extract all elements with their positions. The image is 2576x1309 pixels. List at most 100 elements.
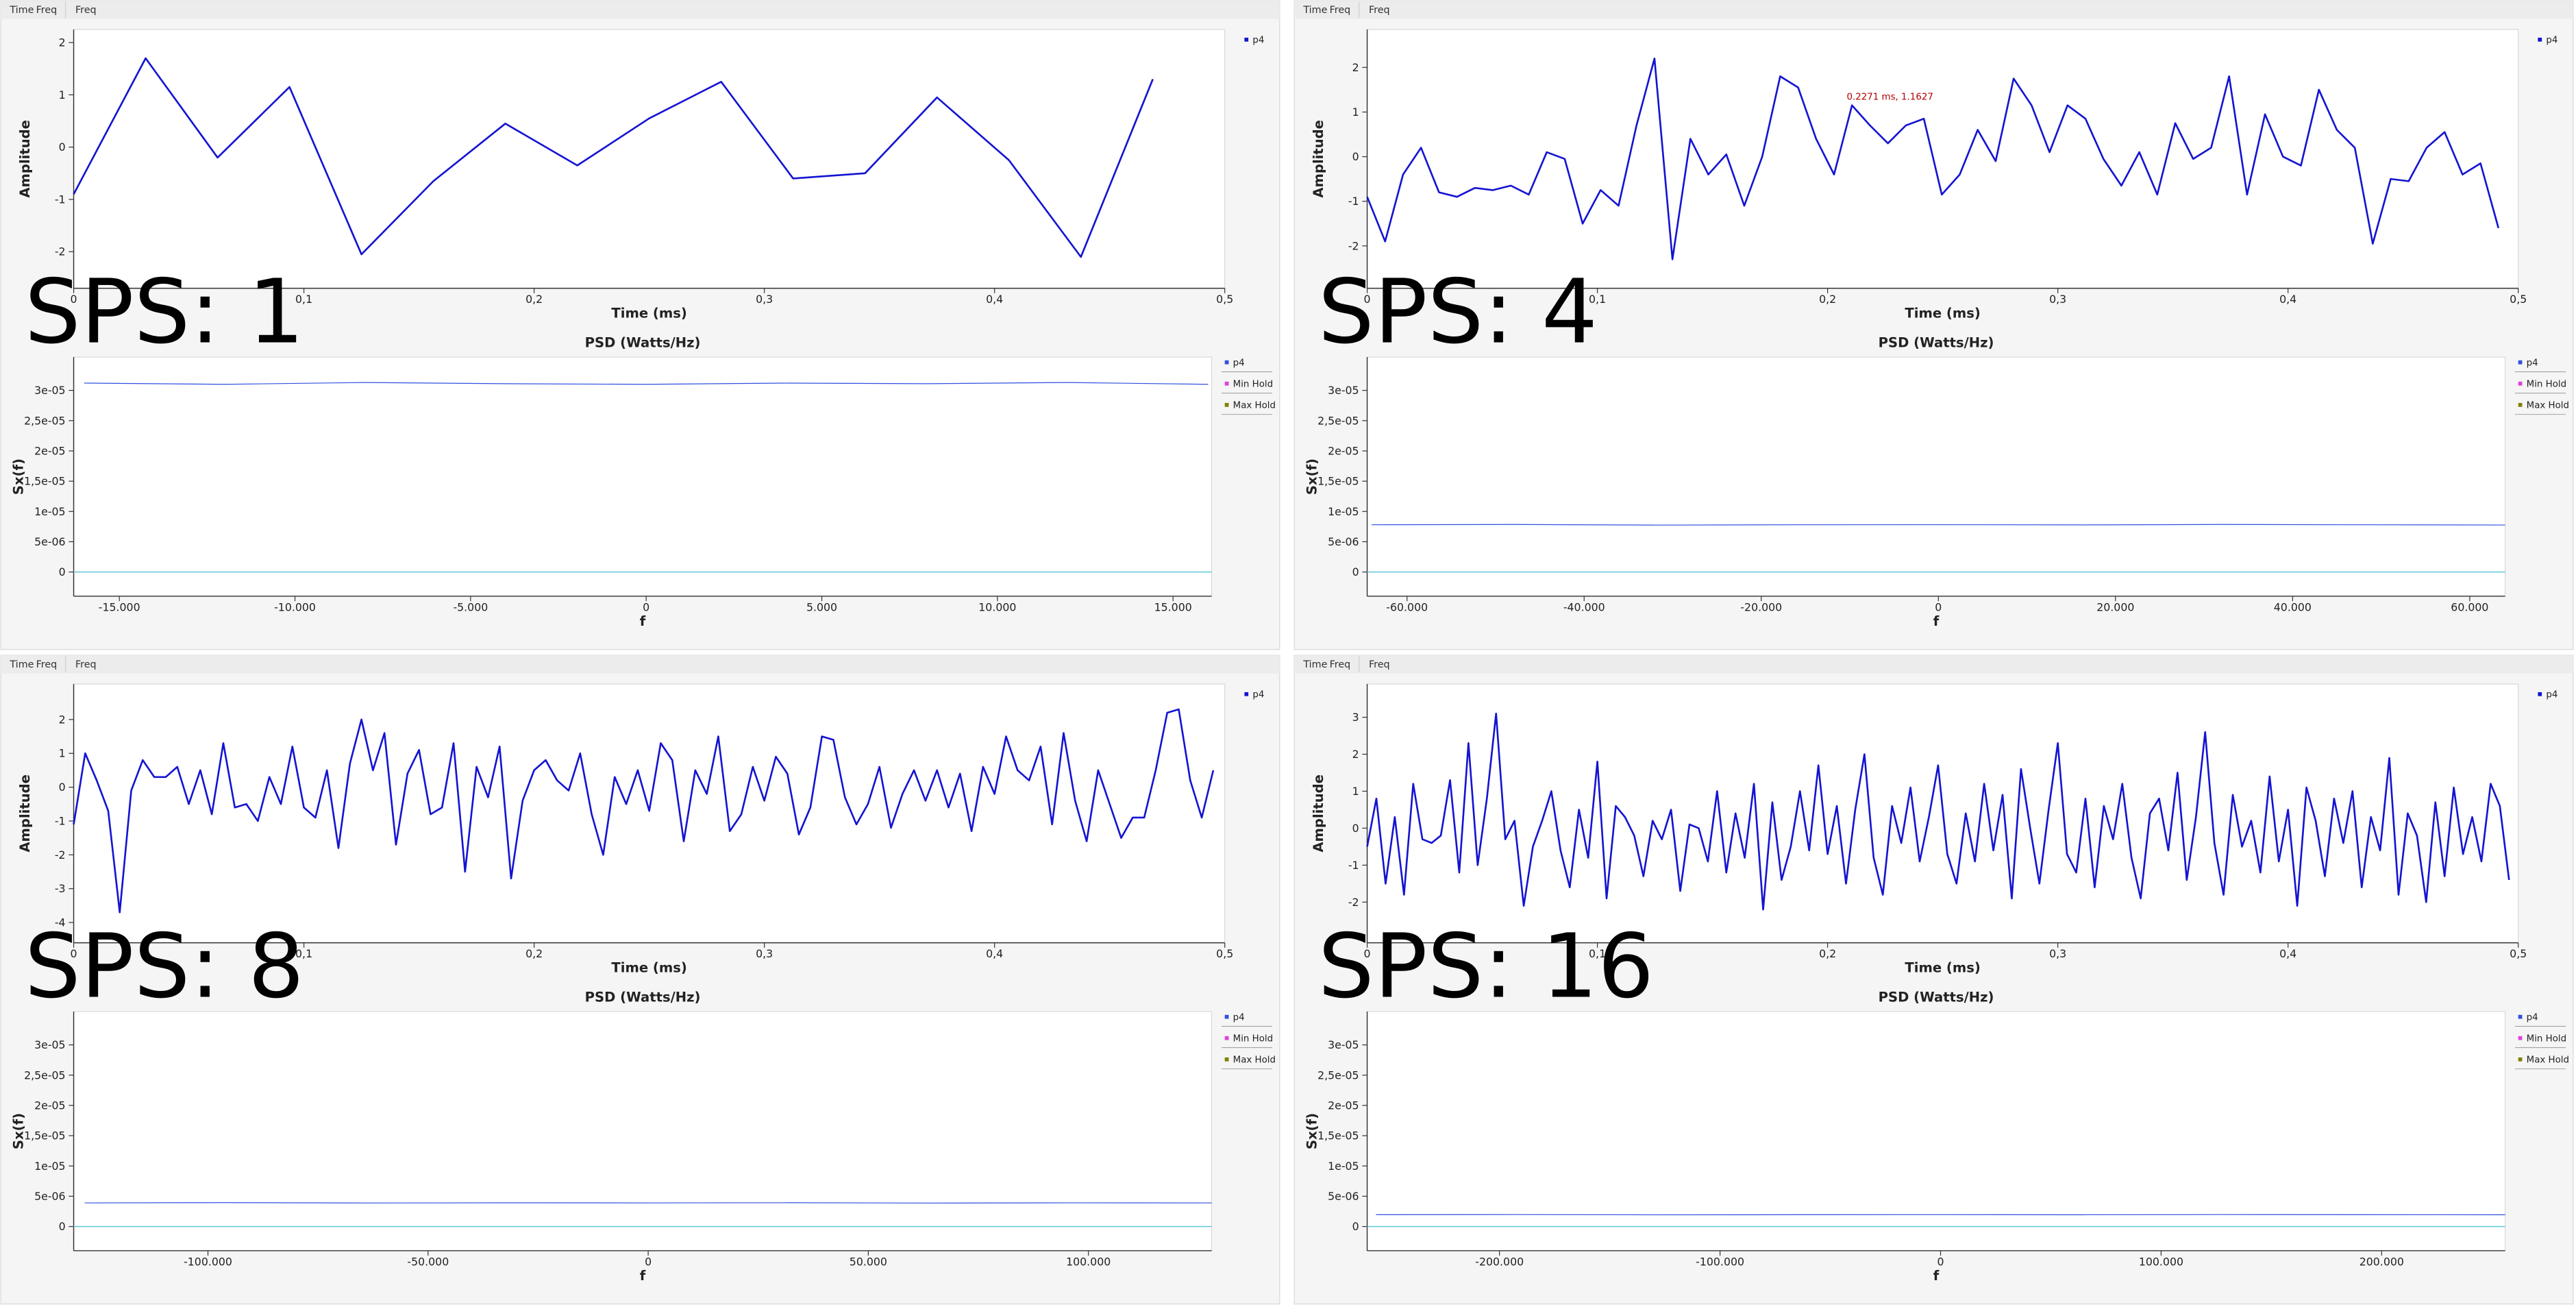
tab[interactable]: Time bbox=[1302, 659, 1327, 670]
legend-swatch bbox=[1224, 360, 1229, 365]
series-line bbox=[1372, 524, 2505, 526]
x-tick-label: 0 bbox=[645, 1255, 652, 1268]
y-tick-label: 0 bbox=[59, 781, 66, 794]
x-tick-label: -20.000 bbox=[1740, 600, 1782, 613]
x-axis-title: Time (ms) bbox=[611, 306, 687, 321]
plot-area bbox=[1366, 1011, 2506, 1251]
x-tick-label: 0 bbox=[1364, 947, 1371, 960]
legend-label: p4 bbox=[2546, 36, 2558, 46]
chart-title: PSD (Watts/Hz) bbox=[1879, 335, 1994, 351]
x-tick-label: 0,3 bbox=[756, 293, 773, 306]
x-tick-label: -100.000 bbox=[184, 1255, 232, 1268]
legend-swatch bbox=[2518, 381, 2523, 386]
y-tick-label: 1,5e-05 bbox=[24, 475, 66, 488]
legend-swatch bbox=[1224, 402, 1229, 407]
tab[interactable]: Freq bbox=[75, 5, 97, 16]
tab[interactable]: Freq bbox=[1330, 5, 1351, 16]
x-tick-label: 0 bbox=[71, 947, 77, 960]
y-tick-label: -3 bbox=[55, 882, 66, 895]
x-tick-label: 0,5 bbox=[2510, 947, 2527, 960]
y-axis-title: Amplitude bbox=[1311, 120, 1326, 198]
x-tick-label: 200.000 bbox=[2360, 1255, 2404, 1268]
legend-label: Min Hold bbox=[2527, 1034, 2566, 1044]
x-tick-label: 0,2 bbox=[525, 293, 543, 306]
x-axis-title: Time (ms) bbox=[611, 960, 687, 976]
y-tick-label: 2,5e-05 bbox=[24, 414, 66, 427]
x-tick-label: 60.000 bbox=[2451, 600, 2488, 613]
legend-swatch bbox=[1224, 1014, 1229, 1019]
y-tick-label: 0 bbox=[1352, 822, 1359, 835]
x-tick-label: -10.000 bbox=[274, 600, 316, 613]
x-tick-label: 0,1 bbox=[1589, 947, 1606, 960]
x-tick-label: 100.000 bbox=[1066, 1255, 1111, 1268]
tab[interactable]: Freq bbox=[1330, 659, 1351, 670]
y-tick-label: 0 bbox=[59, 140, 66, 154]
y-tick-label: 2e-05 bbox=[34, 1099, 65, 1112]
legend-label: p4 bbox=[2527, 358, 2538, 368]
tab-bar bbox=[1294, 1, 2573, 19]
y-tick-label: 5e-06 bbox=[34, 1190, 65, 1203]
legend-swatch bbox=[2518, 1014, 2523, 1019]
legend-label: p4 bbox=[1233, 358, 1245, 368]
y-tick-label: 5e-06 bbox=[1328, 535, 1359, 548]
chart-title: PSD (Watts/Hz) bbox=[585, 335, 701, 351]
y-axis-title: Amplitude bbox=[17, 120, 33, 198]
sps-label: SPS: 8 bbox=[25, 916, 304, 1018]
y-tick-label: 1 bbox=[1352, 785, 1359, 798]
y-tick-label: 1e-05 bbox=[1328, 1160, 1359, 1173]
x-tick-label: 0,1 bbox=[295, 947, 312, 960]
y-axis-title: Sx(f) bbox=[1304, 458, 1320, 495]
legend-label: p4 bbox=[2546, 690, 2558, 700]
tab[interactable]: Time bbox=[9, 5, 34, 16]
chart-title: PSD (Watts/Hz) bbox=[1879, 990, 1994, 1005]
legend-swatch bbox=[2518, 1057, 2523, 1062]
tab[interactable]: Freq bbox=[1369, 659, 1390, 670]
x-tick-label: 0,4 bbox=[2279, 947, 2296, 960]
legend-label: Min Hold bbox=[2527, 380, 2566, 390]
tab-bar bbox=[1, 1, 1280, 19]
tab[interactable]: Time bbox=[9, 659, 34, 670]
y-tick-label: 1e-05 bbox=[34, 505, 65, 518]
y-tick-label: 2e-05 bbox=[1328, 444, 1359, 457]
y-tick-label: -1 bbox=[1348, 195, 1359, 208]
x-tick-label: 15.000 bbox=[1154, 600, 1192, 613]
series-line bbox=[73, 708, 1215, 914]
legend-label: Min Hold bbox=[1233, 1034, 1273, 1044]
legend-swatch bbox=[1224, 381, 1229, 386]
legend-swatch bbox=[2538, 37, 2542, 42]
y-tick-label: 3e-05 bbox=[34, 384, 65, 397]
plot-area bbox=[73, 1011, 1213, 1251]
x-axis-title: f bbox=[640, 1268, 646, 1284]
y-tick-label: -1 bbox=[55, 814, 66, 827]
series-line bbox=[1366, 712, 2510, 911]
legend-label: Min Hold bbox=[1233, 380, 1273, 390]
tab[interactable]: Time bbox=[1302, 5, 1327, 16]
y-tick-label: 1,5e-05 bbox=[1317, 1129, 1359, 1142]
y-tick-label: -2 bbox=[55, 245, 66, 258]
y-tick-label: 5e-06 bbox=[1328, 1190, 1359, 1203]
tab[interactable]: Freq bbox=[36, 5, 58, 16]
tab-bar bbox=[1, 655, 1280, 674]
y-tick-label: 0 bbox=[59, 1220, 66, 1233]
legend-label: p4 bbox=[1252, 36, 1264, 46]
tab[interactable]: Freq bbox=[75, 659, 97, 670]
y-tick-label: 1,5e-05 bbox=[1317, 475, 1359, 488]
legend-swatch bbox=[2518, 360, 2523, 365]
legend-swatch bbox=[2518, 1036, 2523, 1040]
x-tick-label: 0 bbox=[71, 293, 77, 306]
x-tick-label: 10.000 bbox=[978, 600, 1016, 613]
legend-label: Max Hold bbox=[2527, 401, 2569, 411]
x-tick-label: 0,3 bbox=[2049, 947, 2066, 960]
y-tick-label: 5e-06 bbox=[34, 535, 65, 548]
y-tick-label: 1 bbox=[1352, 106, 1359, 119]
sps-label: SPS: 1 bbox=[25, 261, 304, 364]
y-tick-label: 2,5e-05 bbox=[1317, 414, 1359, 427]
y-tick-label: 0 bbox=[1352, 150, 1359, 163]
tab[interactable]: Freq bbox=[1369, 5, 1390, 16]
tab[interactable]: Freq bbox=[36, 659, 58, 670]
x-tick-label: 0,3 bbox=[756, 947, 773, 960]
